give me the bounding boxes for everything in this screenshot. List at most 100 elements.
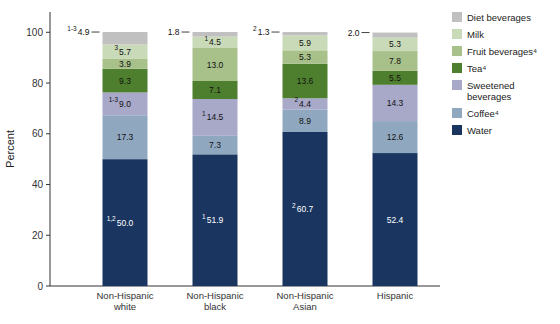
x-tick-label: Non-Hispanicblack: [186, 290, 243, 312]
y-tick-label: 80: [32, 78, 44, 89]
bar-segment: [283, 32, 328, 35]
legend-label: Milk: [467, 29, 484, 40]
bar-segment: [193, 136, 238, 155]
bar-segment: [103, 32, 148, 44]
data-label: 5.9: [299, 38, 311, 48]
data-label: 5.3: [299, 52, 311, 62]
data-label: 14.5: [207, 112, 224, 122]
data-label: 9.0: [119, 99, 131, 109]
bar-segment: [103, 59, 148, 69]
footnote-marker: 1: [204, 35, 208, 42]
data-label: 51.9: [207, 215, 224, 225]
legend-swatch: [452, 80, 462, 90]
legend-label-line: Coffee⁴: [467, 108, 499, 119]
footnote-marker: 1: [202, 213, 206, 220]
label-leader: [92, 32, 100, 33]
legend-swatch: [452, 46, 462, 56]
footnote-marker: 1: [202, 110, 206, 117]
legend-label: Water: [467, 125, 492, 136]
data-label: 8.9: [299, 116, 311, 126]
legend-item: Milk: [452, 29, 484, 40]
bar-segment: [373, 71, 418, 85]
legend-label-line: Fruit beverages⁴: [467, 46, 537, 57]
legend-swatch: [452, 29, 462, 39]
data-label: 14.3: [387, 98, 404, 108]
y-axis-line: [50, 12, 51, 286]
data-labels: 50.01,251.9160.7252.417.37.38.912.69.01-…: [67, 25, 403, 228]
bar-segment: [373, 85, 418, 121]
bar-segment: [193, 32, 238, 37]
bars: [103, 32, 418, 286]
x-tick-label-line: Non-Hispanic: [186, 290, 243, 301]
footnote-marker: 1-3: [109, 96, 119, 103]
label-leader: [362, 32, 370, 33]
data-label: 3.9: [119, 59, 131, 69]
data-label: 1.8: [168, 27, 180, 37]
x-tick-label-line: Non-Hispanic: [276, 290, 333, 301]
y-axis-label: Percent: [4, 130, 16, 168]
data-label: 50.0: [117, 218, 134, 228]
data-label: 4.9: [78, 27, 90, 37]
legend-swatch: [452, 63, 462, 73]
bar-segment: [283, 132, 328, 286]
data-label: 7.1: [209, 85, 221, 95]
footnote-marker: 2: [294, 96, 298, 103]
bar-segment: [193, 48, 238, 81]
y-tick-label: 60: [32, 128, 44, 139]
data-label: 60.7: [297, 204, 314, 214]
data-label: 5.3: [389, 39, 401, 49]
bar-segment: [283, 35, 328, 50]
bar-segment: [373, 121, 418, 153]
legend: Diet beverages Milk Fruit beverages⁴ Tea⁴ Sw…: [452, 12, 537, 136]
x-tick-label-line: white: [113, 301, 136, 312]
data-label: 5.5: [389, 73, 401, 83]
bar-segment: [373, 51, 418, 71]
y-tick: [46, 83, 50, 84]
bar-segment: [103, 115, 148, 159]
x-tick-label-line: Non-Hispanic: [96, 290, 153, 301]
y-tick: [46, 286, 50, 287]
bar-segment: [283, 109, 328, 132]
legend-label-line: beverages: [467, 91, 512, 102]
bar-segment: [373, 33, 418, 38]
footnote-marker: 1,2: [107, 215, 116, 222]
y-axis: 020406080100: [26, 12, 50, 292]
footnote-marker: 2: [253, 25, 257, 32]
legend-swatch: [452, 125, 462, 135]
x-tick-label: Hispanic: [377, 290, 414, 301]
legend-item: Tea⁴: [452, 63, 486, 74]
footnote-marker: 2: [292, 202, 296, 209]
legend-label: Tea⁴: [467, 63, 486, 74]
y-tick-label: 20: [32, 230, 44, 241]
label-leader: [182, 32, 190, 33]
x-tick-label: Non-HispanicAsian: [276, 290, 333, 312]
data-label: 2.0: [348, 28, 360, 38]
data-label: 9.3: [119, 76, 131, 86]
legend-label: Coffee⁴: [467, 108, 499, 119]
data-label: 13.6: [297, 76, 314, 86]
y-tick: [46, 184, 50, 185]
bar-segment: [283, 64, 328, 99]
data-label: 12.6: [387, 132, 404, 142]
data-label: 17.3: [117, 132, 134, 142]
bar-segment: [283, 50, 328, 63]
data-label: 1.3: [258, 27, 270, 37]
bar-segment: [103, 159, 148, 286]
bar-segment: [193, 37, 238, 48]
legend-label-line: Water: [467, 125, 492, 136]
bar-segment: [193, 99, 238, 136]
y-tick-label: 100: [26, 27, 43, 38]
legend-item: Water: [452, 125, 492, 136]
bar-segment: [193, 154, 238, 286]
legend-item: Diet beverages: [452, 12, 531, 23]
footnote-marker: 1-3: [67, 25, 77, 32]
label-leader: [272, 32, 280, 33]
bar-segment: [193, 81, 238, 99]
bar-segment: [103, 44, 148, 58]
legend-item: Coffee⁴: [452, 108, 499, 119]
y-tick-label: 0: [37, 281, 43, 292]
legend-label-line: Diet beverages: [467, 12, 531, 23]
data-label: 7.3: [209, 140, 221, 150]
bar-segment: [373, 38, 418, 51]
legend-label: Sweetenedbeverages: [467, 80, 515, 102]
